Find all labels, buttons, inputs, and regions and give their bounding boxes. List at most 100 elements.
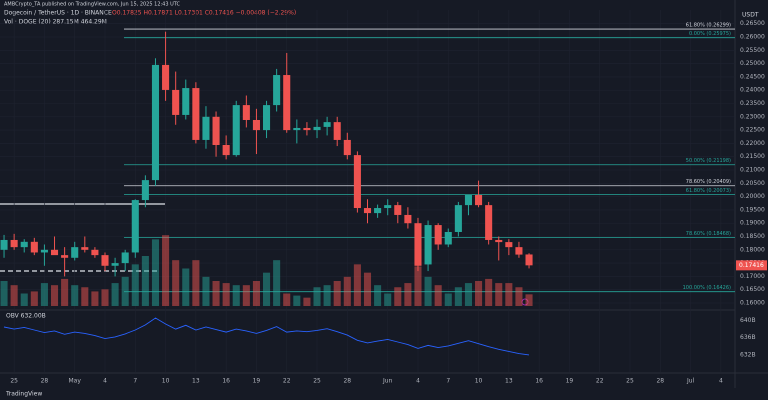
candle-body <box>444 231 452 245</box>
fib-label: 0.00% (0.25975) <box>689 31 731 37</box>
candle-body <box>162 64 170 90</box>
candle-body <box>333 122 341 140</box>
volume-header: Vol · DOGE (20) 287.15M 464.29M <box>4 19 107 26</box>
x-tick-label: 4 <box>719 378 723 385</box>
volume-bar <box>263 272 271 306</box>
volume-bar <box>192 260 200 306</box>
candle-body <box>515 247 523 255</box>
y-tick-label: 0.17000 <box>740 273 765 280</box>
y-tick-label: 0.18000 <box>740 246 765 253</box>
publisher: AMBCrypto_TA published on TradingView.co… <box>4 2 181 8</box>
volume-bar <box>101 289 109 306</box>
candle-body <box>0 239 8 250</box>
x-tick-label: 7 <box>133 378 137 385</box>
x-tick-label: Jun <box>382 378 393 385</box>
candle-body <box>454 205 462 232</box>
volume-bar <box>20 293 28 306</box>
volume-bar <box>242 285 250 306</box>
candle-body <box>232 105 240 156</box>
x-tick-label: 10 <box>475 378 483 385</box>
ohlc-header: O0.17825 H0.17871 L0.17301 C0.17416 −0.0… <box>112 10 296 17</box>
volume-bar <box>131 264 139 306</box>
y-tick-label: 0.20500 <box>740 180 765 187</box>
x-tick-label: 16 <box>535 378 543 385</box>
candle-body <box>131 200 139 253</box>
volume-bar <box>333 281 341 306</box>
x-tick-label: Jul <box>686 378 695 385</box>
candle-body <box>151 64 160 181</box>
volume-bar <box>313 287 321 306</box>
volume-bar <box>485 278 493 306</box>
volume-bar <box>424 276 432 306</box>
y-tick-label: 0.21500 <box>740 153 765 160</box>
fib-label: 78.60% (0.20409) <box>686 179 731 185</box>
candle-body <box>475 195 483 206</box>
volume-bar <box>30 291 38 306</box>
volume-bar <box>434 285 442 306</box>
obv-line <box>3 317 530 356</box>
y-tick-label: 0.20000 <box>740 193 765 200</box>
price-tag <box>736 260 767 271</box>
volume-bar <box>40 283 48 306</box>
candle-body <box>434 225 442 245</box>
candle-body <box>30 241 38 253</box>
candle-body <box>525 254 533 266</box>
fib-label: 100.00% (0.16426) <box>683 285 731 291</box>
y-tick-label: 0.25500 <box>740 47 765 54</box>
candle-body <box>141 180 149 201</box>
candle-body <box>40 249 48 253</box>
volume-bar <box>353 264 361 306</box>
volume-bar <box>475 281 483 306</box>
candle-body <box>313 126 321 131</box>
volume-bar <box>303 297 311 306</box>
plot: 0.160000.165000.170000.175000.180000.185… <box>0 10 767 385</box>
fib-label: 78.60% (0.18468) <box>686 231 731 237</box>
volume-bar <box>71 285 79 306</box>
x-tick-label: 19 <box>253 378 261 385</box>
volume-bar <box>10 285 18 306</box>
volume-bar <box>50 285 59 306</box>
candle-body <box>374 208 382 214</box>
obv-tick-label: 632B <box>740 351 756 358</box>
candle-body <box>464 195 472 206</box>
volume-bar <box>111 283 119 306</box>
volume-bar <box>444 293 452 306</box>
candle-body <box>81 247 89 250</box>
y-tick-label: 0.26500 <box>740 20 765 27</box>
volume-bar <box>363 272 372 306</box>
x-tick-label: 19 <box>566 378 574 385</box>
x-tick-label: 22 <box>596 378 604 385</box>
y-tick-label: 0.24500 <box>740 73 765 80</box>
volume-bar <box>121 276 129 306</box>
x-tick-label: 13 <box>505 378 513 385</box>
candle-body <box>353 155 361 209</box>
volume-bar <box>515 287 523 306</box>
volume-bar <box>495 283 503 306</box>
volume-bar <box>323 285 331 306</box>
candle-body <box>182 88 190 115</box>
y-tick-label: 0.19000 <box>740 220 765 227</box>
candle-body <box>20 241 28 248</box>
currency: USDT <box>742 12 759 19</box>
candle-body <box>363 208 372 214</box>
obv-label: OBV 632.00B <box>6 313 46 320</box>
volume-bar <box>222 283 230 306</box>
candle-body <box>242 105 250 120</box>
volume-bar <box>374 285 382 306</box>
obv-tick-label: 640B <box>740 317 756 324</box>
y-tick-label: 0.18500 <box>740 233 765 240</box>
volume-bar <box>384 293 392 306</box>
y-tick-label: 0.24000 <box>740 87 765 94</box>
volume-bar <box>0 281 8 306</box>
x-tick-label: 4 <box>103 378 107 385</box>
volume-bar <box>182 268 190 306</box>
candle-body <box>495 239 503 243</box>
y-tick-label: 0.19500 <box>740 206 765 213</box>
candle-body <box>404 214 412 224</box>
chart-title: Dogecoin / TetherUS · 1D · BINANCE <box>4 10 112 17</box>
volume-bar <box>61 278 69 306</box>
fib-label: 61.80% (0.26299) <box>686 23 731 29</box>
volume-bar <box>91 291 99 306</box>
